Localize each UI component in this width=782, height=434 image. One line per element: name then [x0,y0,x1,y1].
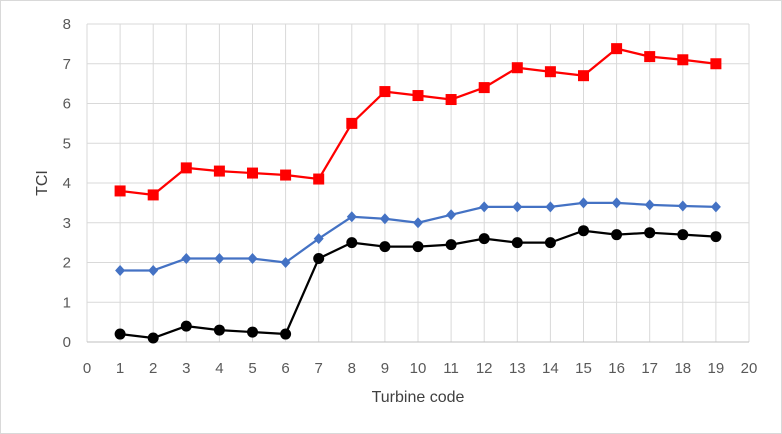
data-point [710,58,722,70]
data-point [578,225,589,237]
x-tick-labels: 0 1 2 3 4 5 6 7 8 9 10 11 12 13 14 15 16 17 18 19 20 [83,360,758,377]
y-tick-labels: 0 1 2 3 4 5 6 7 8 [63,16,71,351]
y-tick-label: 8 [63,16,71,33]
data-point [247,167,258,179]
x-tick-label: 6 [281,360,289,377]
data-point [115,264,126,276]
x-tick-label: 16 [608,360,625,377]
data-point [379,241,391,253]
data-point [280,257,291,268]
x-tick-label: 14 [542,360,559,377]
data-point [644,199,655,211]
data-point [213,165,225,177]
x-tick-label: 7 [315,360,323,377]
data-point [677,54,689,66]
data-point [413,217,423,229]
data-point [479,201,490,213]
data-point [379,213,390,225]
data-point [247,326,258,338]
data-point [446,209,457,221]
data-point [180,162,192,174]
data-point [644,227,656,239]
data-point [181,253,192,265]
x-tick-label: 9 [381,360,389,377]
x-tick-label: 13 [509,360,526,377]
data-point [346,211,357,223]
data-point [578,70,589,82]
data-point [478,82,490,94]
x-tick-label: 12 [476,360,493,377]
x-tick-label: 3 [182,360,190,377]
data-point [147,189,159,201]
data-point [511,62,523,74]
data-point [412,90,424,102]
data-point [280,169,292,181]
series-blue-diamonds [115,197,721,276]
y-tick-label: 4 [63,175,71,192]
data-point [644,51,656,63]
x-axis-title: Turbine code [372,389,465,406]
y-tick-label: 5 [63,135,71,152]
data-point [677,200,688,212]
data-point [478,233,490,245]
data-point [213,324,225,336]
x-tick-label: 18 [674,360,691,377]
data-point [445,94,457,106]
data-point [147,332,159,344]
x-tick-label: 1 [116,360,124,377]
data-point [313,173,325,185]
x-tick-label: 8 [348,360,356,377]
data-point [511,237,523,249]
x-tick-label: 0 [83,360,91,377]
data-point [180,320,192,332]
data-point [313,253,325,265]
data-point [214,253,225,265]
data-point [346,237,358,249]
y-tick-label: 3 [63,215,71,232]
data-point [280,328,292,340]
series-red-squares [114,43,722,201]
data-point [578,197,589,209]
data-point [710,231,722,243]
data-point [512,201,523,213]
data-point [545,201,556,213]
data-point [445,239,457,251]
y-axis-title: TCI [34,170,51,196]
data-point [379,86,391,98]
x-tick-label: 5 [248,360,256,377]
data-point [677,229,689,241]
y-tick-label: 1 [63,294,71,311]
y-tick-label: 2 [63,255,71,272]
x-tick-label: 20 [741,360,758,377]
x-tick-label: 4 [215,360,223,377]
data-point [611,229,623,241]
y-tick-label: 7 [63,56,71,73]
x-tick-label: 19 [708,360,725,377]
data-point [710,201,721,213]
data-point [544,237,556,249]
series-group [114,43,722,344]
y-tick-label: 0 [63,334,71,351]
data-point [114,185,126,197]
series-black-circles [114,225,722,344]
data-point [313,233,324,245]
data-point [611,197,622,209]
x-tick-label: 2 [149,360,157,377]
x-tick-label: 11 [443,360,459,377]
gridlines [86,23,750,342]
y-tick-label: 6 [63,96,71,113]
x-tick-label: 17 [641,360,658,377]
x-tick-label: 10 [410,360,427,377]
data-point [346,117,358,129]
data-point [247,253,258,265]
data-point [611,43,623,55]
data-point [114,328,126,340]
data-point [412,241,424,253]
x-tick-label: 15 [575,360,592,377]
data-point [544,66,556,78]
data-point [148,264,159,276]
